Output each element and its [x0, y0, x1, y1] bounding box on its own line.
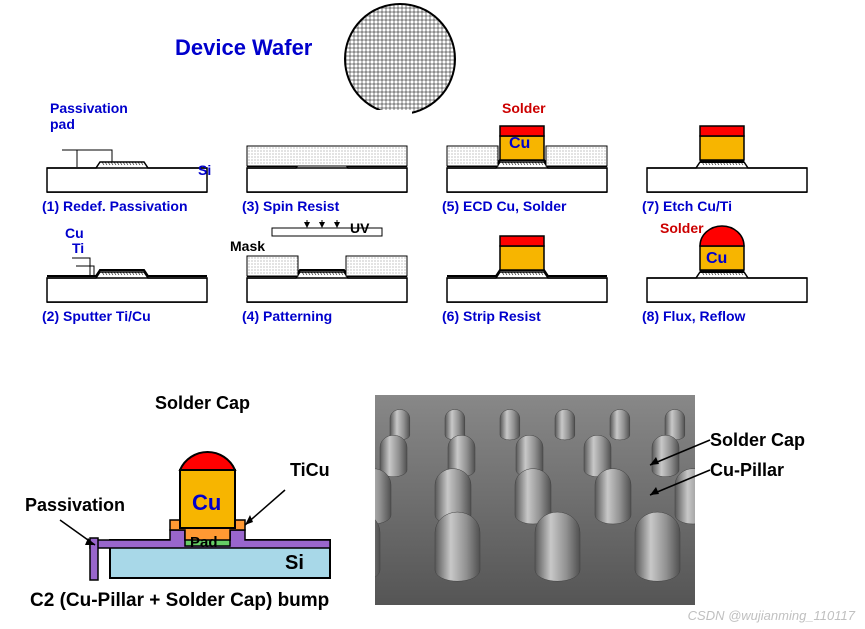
- sem-arrow-2: [645, 465, 715, 505]
- sem-label-soldercap: Solder Cap: [710, 430, 805, 451]
- c2-label-ticu: TiCu: [290, 460, 330, 481]
- label-mask: Mask: [230, 238, 265, 254]
- step-label-6: (6) Strip Resist: [442, 308, 622, 324]
- step-label-2: (2) Sputter Ti/Cu: [42, 308, 222, 324]
- step-label-4: (4) Patterning: [242, 308, 422, 324]
- label-solder: Solder: [502, 100, 546, 116]
- step-label-8: (8) Flux, Reflow: [642, 308, 822, 324]
- c2-label-soldercap: Solder Cap: [155, 393, 250, 414]
- step-5: [442, 110, 612, 200]
- c2-label-passivation: Passivation: [25, 495, 125, 516]
- label-cu-sputter: Cu: [65, 225, 84, 241]
- step-4: [242, 220, 412, 310]
- wafer-illustration: [340, 2, 460, 117]
- step-7: [642, 110, 812, 200]
- label-passivation: Passivation: [50, 100, 128, 116]
- c2-label-si: Si: [285, 552, 304, 575]
- step-label-3: (3) Spin Resist: [242, 198, 422, 214]
- label-si: Si: [198, 162, 211, 178]
- label-cu-bump5: Cu: [509, 135, 530, 153]
- step-3: [242, 110, 412, 200]
- c2-label-pad: Pad: [190, 534, 218, 551]
- watermark: CSDN @wujianming_110117: [688, 608, 855, 623]
- c2-caption: C2 (Cu-Pillar + Solder Cap) bump: [30, 590, 329, 612]
- c2-label-cu: Cu: [192, 490, 221, 516]
- label-cu-bump8: Cu: [706, 250, 727, 268]
- page-title: Device Wafer: [175, 35, 312, 61]
- step-label-7: (7) Etch Cu/Ti: [642, 198, 822, 214]
- label-solder-reflow: Solder: [660, 220, 704, 236]
- label-uv: UV: [350, 220, 369, 236]
- step-label-1: (1) Redef. Passivation: [42, 198, 222, 214]
- step-label-5: (5) ECD Cu, Solder: [442, 198, 622, 214]
- label-ti-sputter: Ti: [72, 240, 84, 256]
- label-pad: pad: [50, 116, 75, 132]
- sem-label-cupillar: Cu-Pillar: [710, 460, 784, 481]
- step-6: [442, 220, 612, 310]
